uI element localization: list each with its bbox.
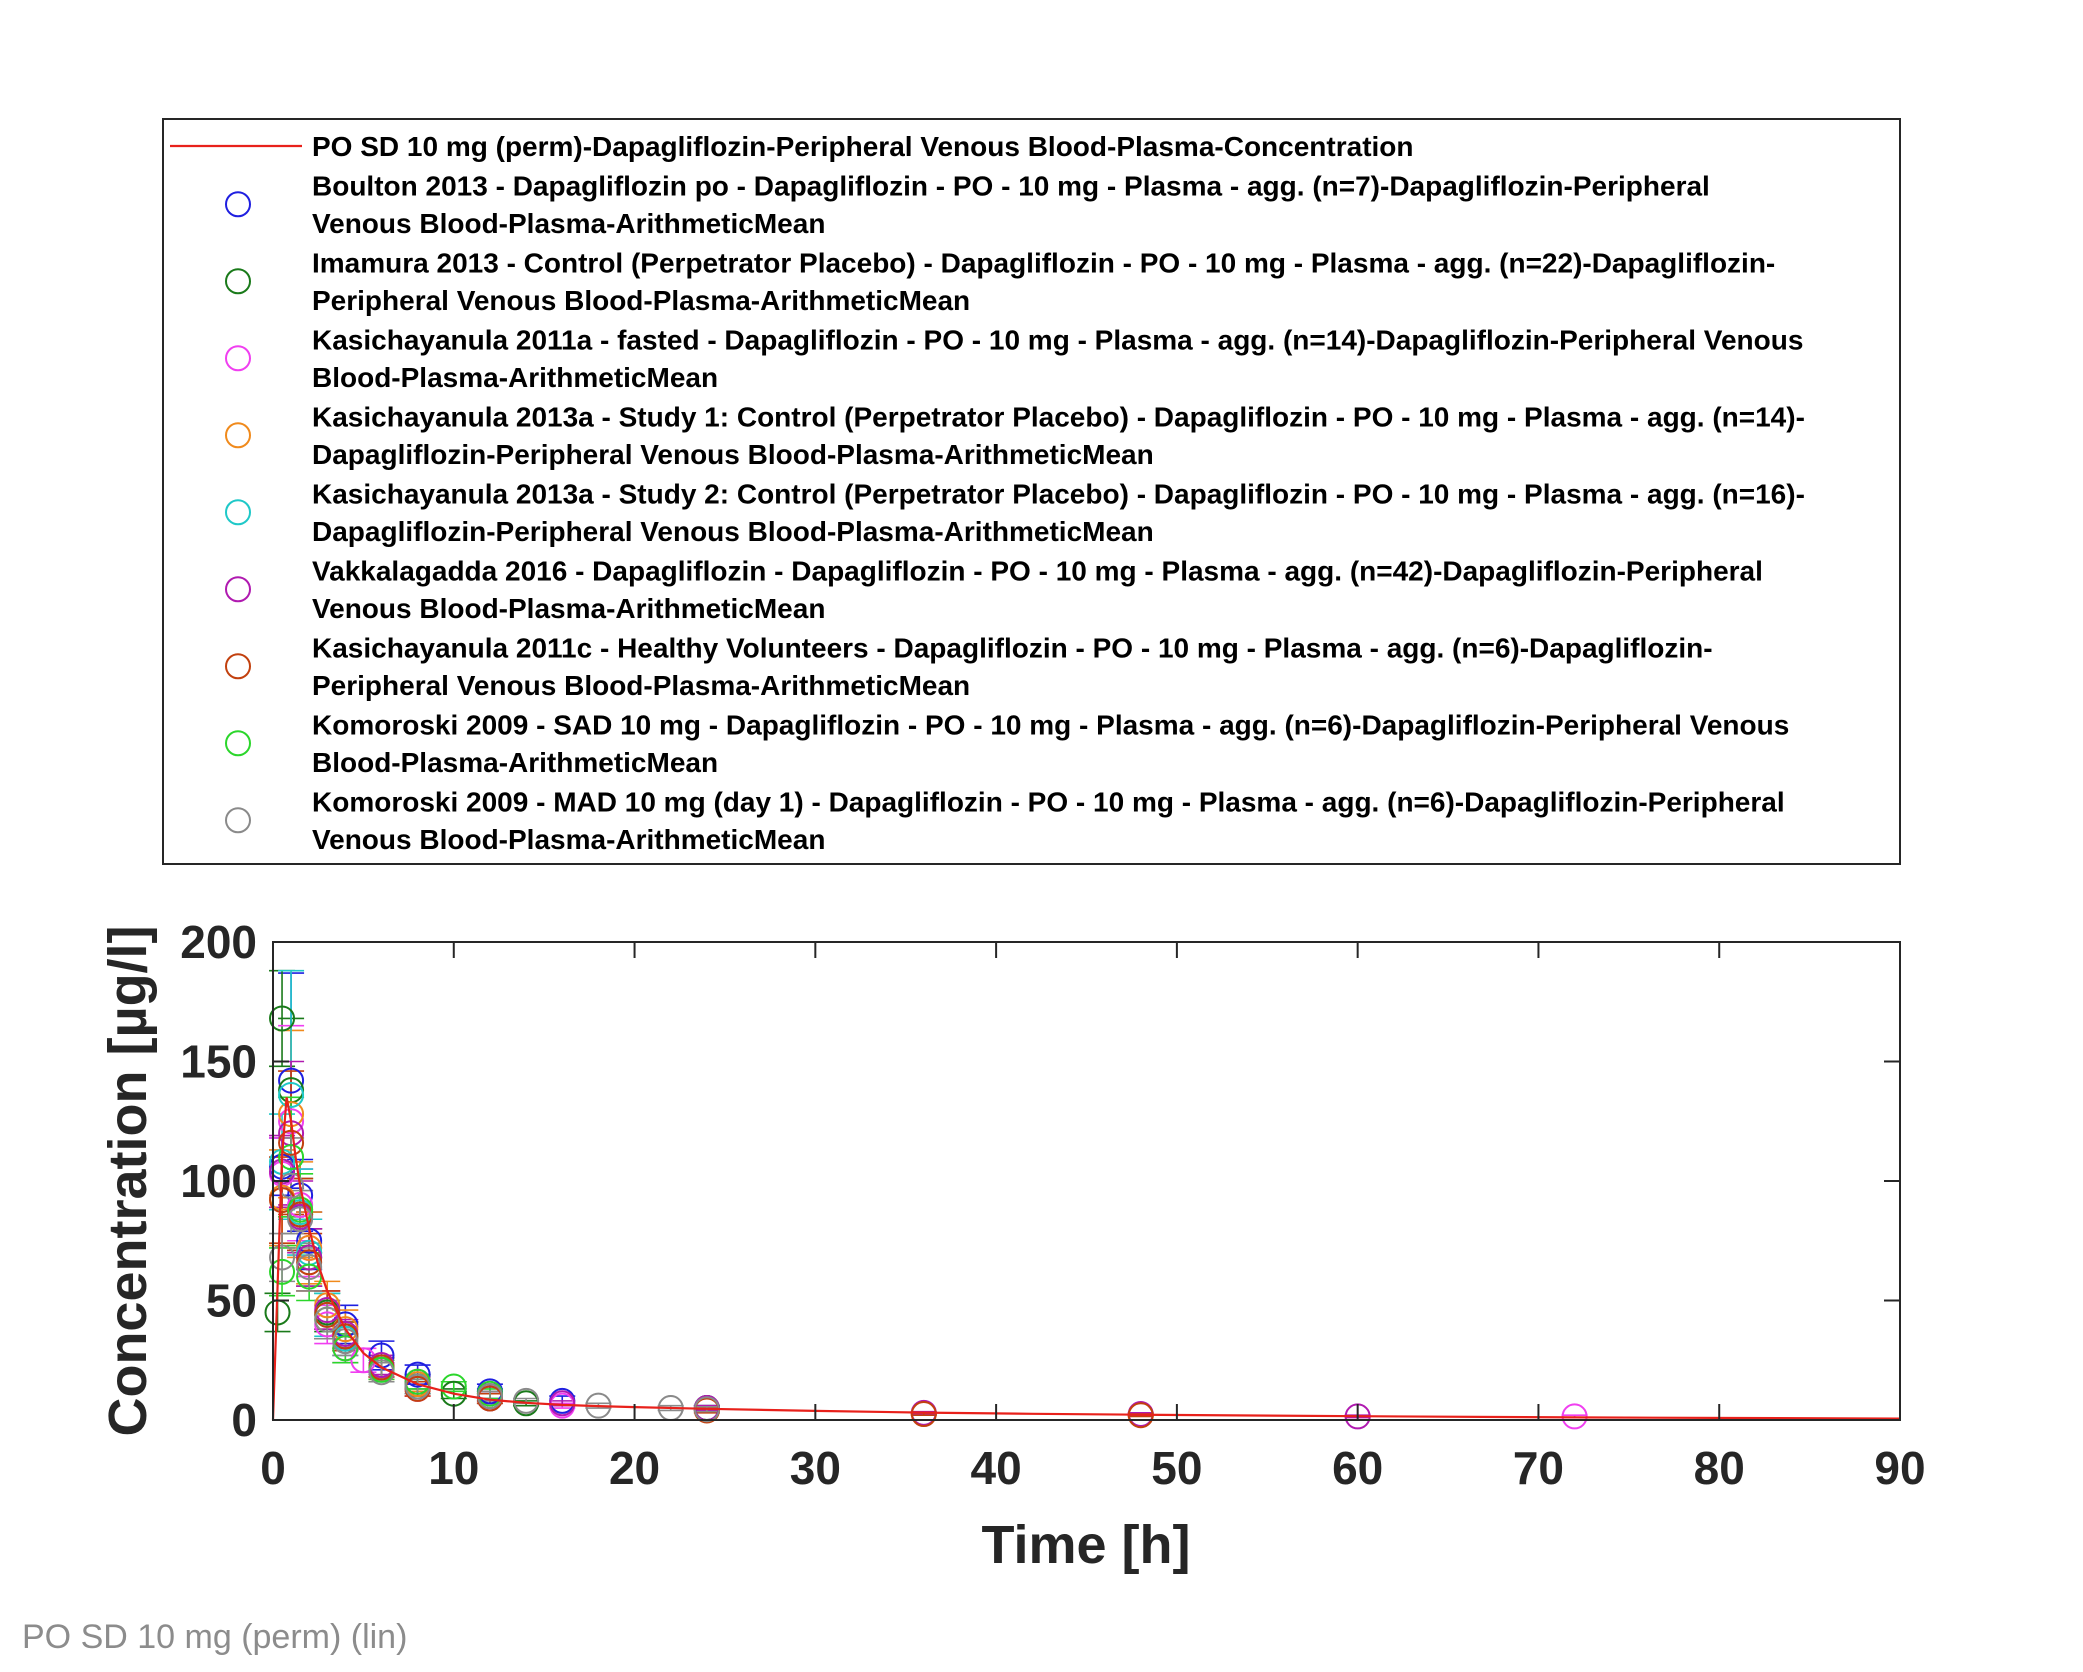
x-axis-label: Time [h] bbox=[981, 1515, 1190, 1575]
data-point bbox=[910, 1401, 937, 1428]
x-tick-label: 60 bbox=[1332, 1442, 1383, 1494]
x-tick-label: 30 bbox=[790, 1442, 841, 1494]
data-point bbox=[278, 1129, 305, 1156]
y-tick-label: 50 bbox=[206, 1275, 257, 1327]
data-point bbox=[269, 1244, 296, 1271]
legend-entry-label: Imamura 2013 - Control (Perpetrator Plac… bbox=[312, 248, 1775, 279]
x-tick-label: 20 bbox=[609, 1442, 660, 1494]
legend-entry-label: Venous Blood-Plasma-ArithmeticMean bbox=[312, 593, 825, 624]
data-point bbox=[440, 1373, 467, 1400]
legend-entry-label: Komoroski 2009 - MAD 10 mg (day 1) - Dap… bbox=[312, 787, 1785, 818]
data-point bbox=[476, 1383, 503, 1410]
legend-marker-swatch bbox=[225, 807, 251, 834]
legend-entry-label: Blood-Plasma-ArithmeticMean bbox=[312, 747, 718, 778]
legend-entry-label: Vakkalagadda 2016 - Dapagliflozin - Dapa… bbox=[312, 556, 1763, 587]
y-axis-label: Concentration [µg/l] bbox=[98, 925, 158, 1436]
legend-box bbox=[162, 118, 1901, 865]
legend-entry-label: Blood-Plasma-ArithmeticMean bbox=[312, 362, 718, 393]
plot-area: 0 10 20 30 40 50 60 70 80 90 0 50 100 150 200 bbox=[180, 916, 1925, 1494]
legend-entry-label: Venous Blood-Plasma-ArithmeticMean bbox=[312, 208, 825, 239]
legend: PO SD 10 mg (perm)-Dapagliflozin-Periphe… bbox=[162, 118, 1901, 865]
legend-entry-label: Kasichayanula 2011c - Healthy Volunteers… bbox=[312, 633, 1713, 664]
y-tick-label: 0 bbox=[231, 1394, 257, 1446]
legend-entry-label: Kasichayanula 2013a - Study 1: Control (… bbox=[312, 402, 1805, 433]
legend-marker-swatch bbox=[225, 268, 251, 295]
legend-marker-swatch bbox=[225, 499, 251, 526]
legend-entry-label: Peripheral Venous Blood-Plasma-Arithmeti… bbox=[312, 670, 970, 701]
y-tick-label: 100 bbox=[180, 1155, 257, 1207]
legend-entry-label: Dapagliflozin-Peripheral Venous Blood-Pl… bbox=[312, 516, 1154, 547]
data-point bbox=[278, 1108, 305, 1135]
y-tick-label: 200 bbox=[180, 916, 257, 968]
data-point bbox=[314, 1306, 341, 1333]
legend-marker-swatch bbox=[225, 576, 251, 603]
x-tick-label: 50 bbox=[1151, 1442, 1202, 1494]
legend-entry-label: Kasichayanula 2013a - Study 2: Control (… bbox=[312, 479, 1805, 510]
legend-entry-label: Komoroski 2009 - SAD 10 mg - Dapaglifloz… bbox=[312, 710, 1789, 741]
data-point bbox=[332, 1335, 359, 1362]
x-tick-label: 70 bbox=[1513, 1442, 1564, 1494]
legend-marker-swatch bbox=[225, 422, 251, 449]
x-tick-label: 10 bbox=[428, 1442, 479, 1494]
figure-caption: PO SD 10 mg (perm) (lin) bbox=[22, 1618, 407, 1656]
x-tick-label: 0 bbox=[260, 1442, 286, 1494]
data-point bbox=[287, 1196, 314, 1223]
legend-entry-label: Kasichayanula 2011a - fasted - Dapaglifl… bbox=[312, 325, 1803, 356]
legend-entry-label: PO SD 10 mg (perm)-Dapagliflozin-Periphe… bbox=[312, 131, 1414, 162]
data-point bbox=[278, 1172, 305, 1199]
data-point bbox=[404, 1361, 431, 1388]
legend-marker-swatch bbox=[225, 345, 251, 372]
legend-entry-label: Peripheral Venous Blood-Plasma-Arithmeti… bbox=[312, 285, 970, 316]
data-point bbox=[269, 1005, 296, 1032]
x-tick-label: 40 bbox=[971, 1442, 1022, 1494]
legend-marker-swatch bbox=[225, 653, 251, 680]
data-point bbox=[296, 1254, 323, 1281]
legend-marker-swatch bbox=[225, 191, 251, 218]
x-tick-label: 80 bbox=[1694, 1442, 1745, 1494]
data-point bbox=[278, 1144, 305, 1171]
data-point bbox=[278, 1067, 305, 1094]
legend-entry-label: Venous Blood-Plasma-ArithmeticMean bbox=[312, 824, 825, 855]
data-point bbox=[278, 1081, 305, 1108]
legend-entry-label: Boulton 2013 - Dapagliflozin po - Dapagl… bbox=[312, 171, 1710, 202]
legend-entry-label: Dapagliflozin-Peripheral Venous Blood-Pl… bbox=[312, 439, 1154, 470]
data-point bbox=[287, 1206, 314, 1233]
legend-marker-swatch bbox=[225, 730, 251, 757]
simulation-line bbox=[271, 1097, 1901, 1421]
x-tick-label: 90 bbox=[1874, 1442, 1925, 1494]
y-tick-label: 150 bbox=[180, 1036, 257, 1088]
data-point bbox=[269, 1258, 296, 1285]
